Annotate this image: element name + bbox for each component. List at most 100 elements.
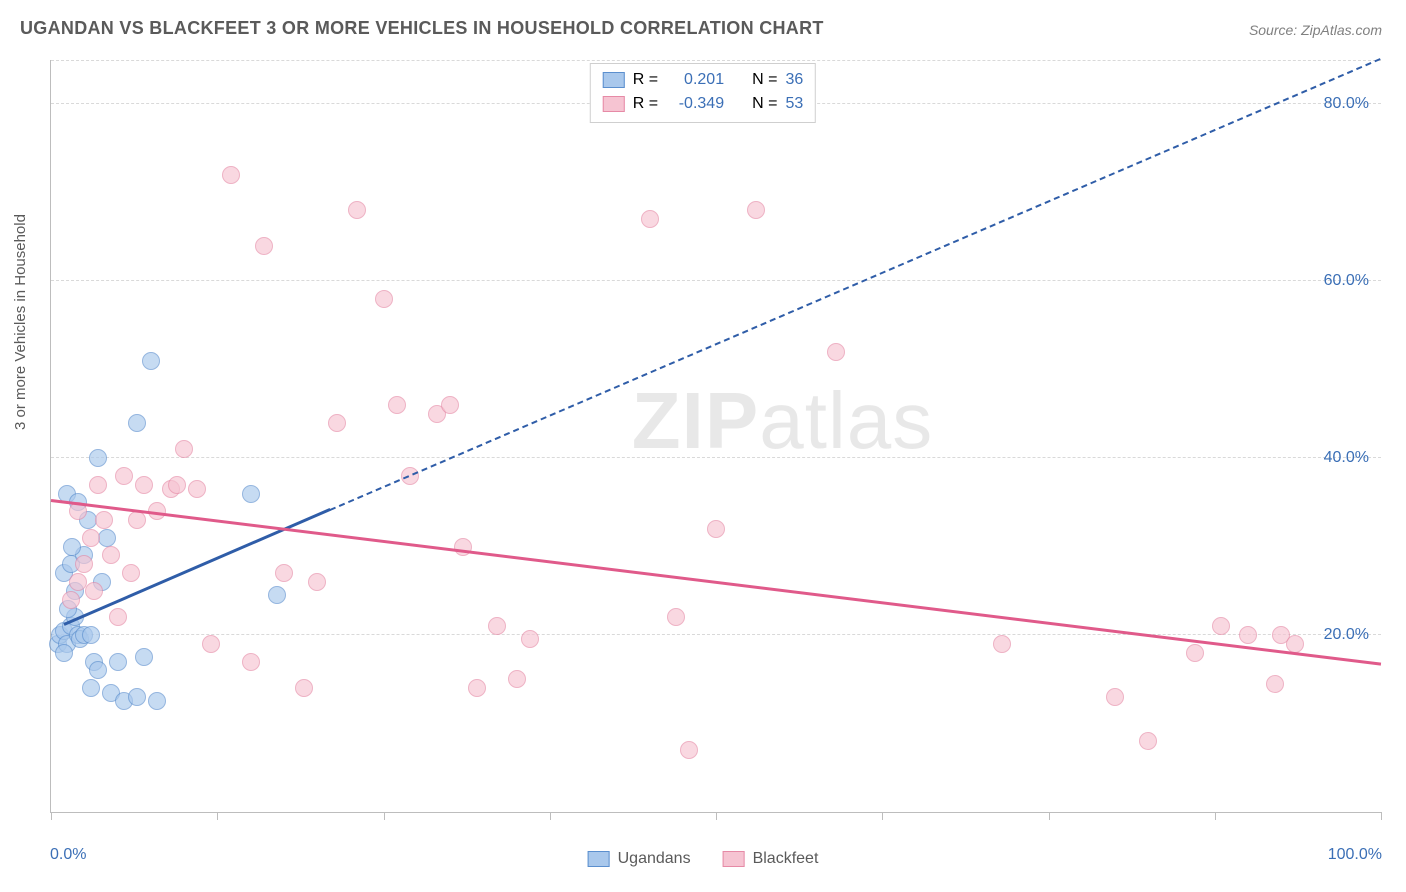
data-point — [115, 467, 133, 485]
r-label: R = — [633, 71, 658, 89]
series-legend: Ugandans Blackfeet — [588, 850, 819, 868]
data-point — [441, 396, 459, 414]
x-tick — [51, 812, 52, 820]
data-point — [82, 679, 100, 697]
data-point — [82, 529, 100, 547]
x-tick — [882, 812, 883, 820]
legend-label-ugandans: Ugandans — [618, 850, 691, 868]
legend-row-ugandans: R = 0.201 N = 36 — [603, 68, 803, 92]
r-value-ugandans: 0.201 — [666, 71, 724, 89]
gridline — [51, 280, 1381, 281]
x-tick — [1049, 812, 1050, 820]
swatch-blackfeet — [603, 96, 625, 112]
data-point — [135, 648, 153, 666]
swatch-ugandans — [603, 72, 625, 88]
data-point — [242, 485, 260, 503]
chart-title: UGANDAN VS BLACKFEET 3 OR MORE VEHICLES … — [20, 18, 824, 39]
data-point — [75, 555, 93, 573]
data-point — [1266, 675, 1284, 693]
legend-label-blackfeet: Blackfeet — [753, 850, 819, 868]
y-tick-label: 40.0% — [1324, 449, 1369, 467]
x-axis-min-label: 0.0% — [50, 846, 86, 864]
data-point — [168, 476, 186, 494]
watermark-light: atlas — [759, 376, 933, 465]
data-point — [375, 290, 393, 308]
data-point — [202, 635, 220, 653]
x-tick — [217, 812, 218, 820]
gridline — [51, 60, 1381, 61]
data-point — [641, 210, 659, 228]
correlation-legend: R = 0.201 N = 36 R = -0.349 N = 53 — [590, 63, 816, 123]
data-point — [109, 608, 127, 626]
source-credit: Source: ZipAtlas.com — [1249, 22, 1382, 38]
data-point — [89, 449, 107, 467]
data-point — [62, 591, 80, 609]
data-point — [89, 661, 107, 679]
data-point — [102, 546, 120, 564]
swatch-blackfeet-icon — [723, 851, 745, 867]
data-point — [295, 679, 313, 697]
data-point — [122, 564, 140, 582]
data-point — [128, 511, 146, 529]
data-point — [175, 440, 193, 458]
data-point — [222, 166, 240, 184]
data-point — [1239, 626, 1257, 644]
data-point — [188, 480, 206, 498]
data-point — [98, 529, 116, 547]
legend-item-ugandans: Ugandans — [588, 850, 691, 868]
legend-row-blackfeet: R = -0.349 N = 53 — [603, 92, 803, 116]
data-point — [242, 653, 260, 671]
data-point — [1212, 617, 1230, 635]
data-point — [128, 688, 146, 706]
watermark-bold: ZIP — [632, 376, 759, 465]
x-tick — [1381, 812, 1382, 820]
r-value-blackfeet: -0.349 — [666, 95, 724, 113]
data-point — [275, 564, 293, 582]
data-point — [388, 396, 406, 414]
data-point — [148, 692, 166, 710]
y-tick-label: 80.0% — [1324, 95, 1369, 113]
legend-item-blackfeet: Blackfeet — [723, 850, 819, 868]
plot-area: ZIPatlas 20.0%40.0%60.0%80.0% — [50, 60, 1381, 813]
n-label: N = — [752, 71, 777, 89]
r-label: R = — [633, 95, 658, 113]
gridline — [51, 634, 1381, 635]
data-point — [63, 538, 81, 556]
data-point — [993, 635, 1011, 653]
y-tick-label: 20.0% — [1324, 626, 1369, 644]
data-point — [667, 608, 685, 626]
data-point — [308, 573, 326, 591]
data-point — [128, 414, 146, 432]
data-point — [1106, 688, 1124, 706]
y-axis-label: 3 or more Vehicles in Household — [12, 214, 29, 430]
trend-line — [330, 58, 1381, 511]
data-point — [827, 343, 845, 361]
data-point — [707, 520, 725, 538]
data-point — [135, 476, 153, 494]
data-point — [109, 653, 127, 671]
data-point — [468, 679, 486, 697]
data-point — [508, 670, 526, 688]
x-tick — [384, 812, 385, 820]
data-point — [1186, 644, 1204, 662]
n-value-ugandans: 36 — [785, 71, 803, 89]
data-point — [85, 582, 103, 600]
data-point — [142, 352, 160, 370]
data-point — [55, 644, 73, 662]
swatch-ugandans-icon — [588, 851, 610, 867]
data-point — [82, 626, 100, 644]
data-point — [747, 201, 765, 219]
data-point — [488, 617, 506, 635]
data-point — [1139, 732, 1157, 750]
x-axis-max-label: 100.0% — [1328, 846, 1382, 864]
x-tick — [1215, 812, 1216, 820]
x-tick — [550, 812, 551, 820]
data-point — [521, 630, 539, 648]
x-tick — [716, 812, 717, 820]
watermark: ZIPatlas — [632, 375, 933, 467]
data-point — [328, 414, 346, 432]
data-point — [95, 511, 113, 529]
gridline — [51, 457, 1381, 458]
data-point — [348, 201, 366, 219]
data-point — [680, 741, 698, 759]
